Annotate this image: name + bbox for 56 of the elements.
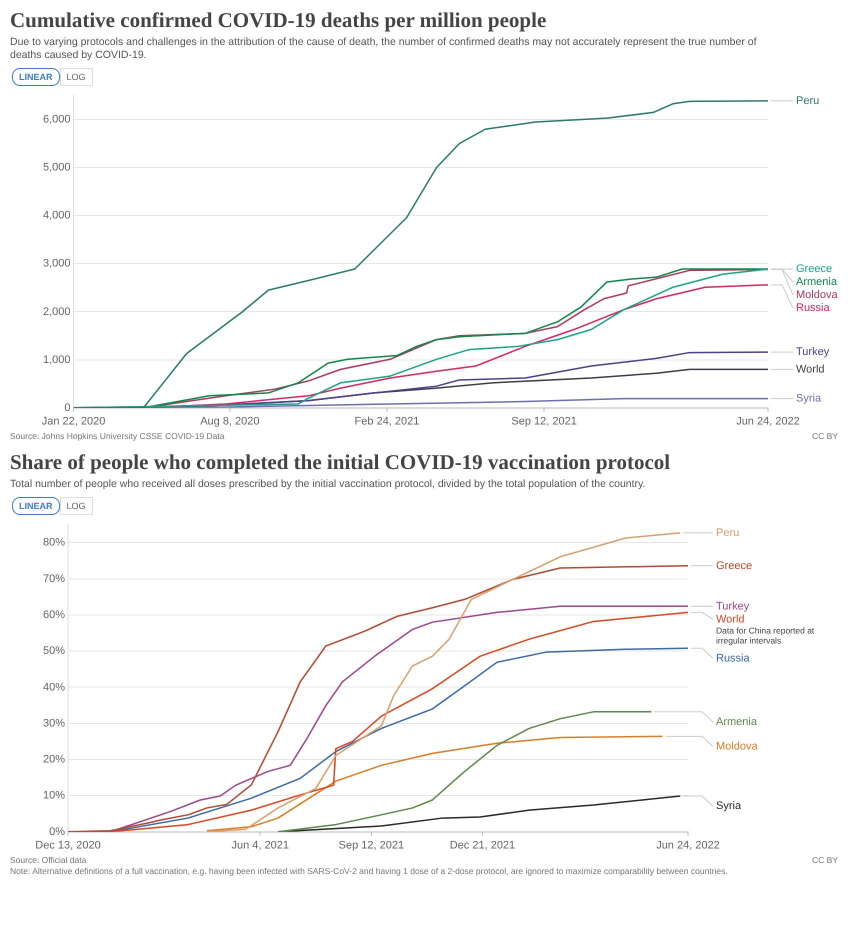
text: Turkey (716, 600, 750, 612)
text: LOG (60, 497, 93, 515)
text: Russia (796, 302, 831, 314)
text: LOG (60, 68, 93, 86)
y-tick-label: 2,000 (42, 306, 71, 318)
x-tick-label: Jun 4, 2021 (231, 839, 289, 852)
text: LINEAR (12, 68, 60, 86)
chart-subtitle: Total number of people who received all doses prescribed by the initial vaccination protocol, divided by the total population of the country. (10, 478, 646, 491)
x-tick-label: Dec 21, 2021 (450, 839, 516, 852)
text: Greece (716, 560, 752, 572)
text: Armenia (716, 716, 758, 728)
text: LINEAR (12, 497, 60, 515)
text: Moldova (796, 289, 838, 302)
y-tick-label: 0 (64, 402, 71, 414)
y-tick-label: 4,000 (42, 210, 71, 222)
text: Note: Alternative definitions of a full vaccination, e.g. having been infected with SARS-CoV-2 and having 1 dose of a 2-dose protocol, are ignored to maximize comparability between countries. (10, 866, 729, 877)
x-tick-label: Jan 22, 2020 (42, 415, 106, 428)
chart-subtitle: Due to varying protocols and challenges in the attribution of the cause of death, the number of confirmed deaths may not accurately represent the true number of deaths caused by COVID-19. (10, 36, 758, 62)
y-tick-label: 80% (42, 536, 66, 549)
x-tick-label: Dec 13, 2020 (35, 839, 101, 852)
text: CC BY (812, 431, 838, 442)
text: Syria (796, 392, 822, 405)
y-tick-label: 5,000 (42, 162, 71, 174)
chart-title: Share of people who completed the initial COVID-19 vaccination protocol (10, 449, 672, 475)
text: CC BY (812, 855, 838, 867)
text: Turkey (796, 346, 830, 358)
y-tick-label: 1,000 (42, 354, 71, 366)
x-tick-label: Sep 12, 2021 (511, 415, 577, 428)
x-tick-label: Feb 24, 2021 (354, 415, 420, 428)
y-tick-label: 0% (49, 826, 66, 838)
y-tick-label: 30% (42, 717, 66, 730)
source-note: Source: Johns Hopkins University CSSE COVID-19 Data (10, 431, 226, 442)
y-tick-label: 60% (42, 608, 66, 621)
text: Peru (796, 94, 820, 107)
x-tick-label: Jun 24, 2022 (736, 415, 800, 428)
annotation: Data for China reported at irregular intervals (716, 626, 815, 646)
text: World (716, 613, 745, 626)
x-tick-label: Jun 24, 2022 (656, 839, 720, 852)
y-tick-label: 70% (42, 572, 66, 585)
text: Moldova (716, 740, 758, 752)
y-tick-label: 6,000 (42, 114, 71, 126)
x-tick-label: Sep 12, 2021 (338, 839, 404, 852)
text: Greece (796, 263, 832, 276)
y-tick-label: 40% (42, 681, 66, 694)
text: Armenia (796, 276, 838, 288)
text: Syria (716, 800, 742, 812)
y-tick-label: 20% (42, 754, 66, 766)
y-tick-label: 50% (42, 645, 66, 658)
text: World (796, 363, 825, 376)
x-tick-label: Aug 8, 2020 (200, 415, 260, 428)
text: Peru (716, 526, 740, 539)
y-tick-label: 10% (42, 790, 66, 802)
source-note: Source: Official data (10, 855, 88, 866)
chart-title: Cumulative confirmed COVID-19 deaths per million people (10, 7, 548, 33)
y-tick-label: 3,000 (42, 258, 71, 270)
text: Russia (716, 652, 751, 664)
